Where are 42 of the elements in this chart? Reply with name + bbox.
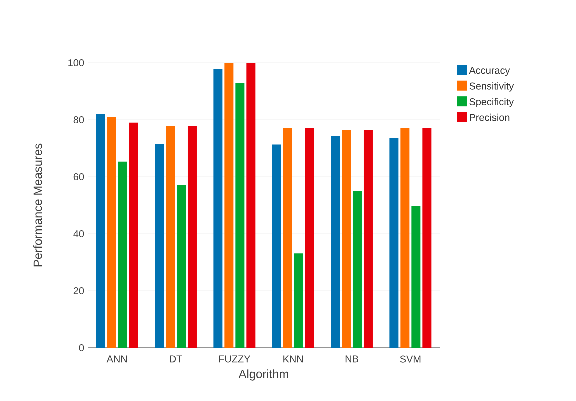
y-tick-label: 60 — [74, 173, 84, 181]
bar — [331, 136, 340, 348]
x-tick-label: FUZZY — [219, 356, 251, 363]
x-tick-label: NB — [346, 356, 358, 363]
y-tick-label: 100 — [68, 59, 84, 67]
bar — [294, 254, 304, 348]
bar — [422, 128, 432, 348]
bar — [246, 62, 256, 348]
bar — [412, 206, 421, 348]
x-tick-label: DT — [170, 356, 182, 363]
bar — [283, 128, 292, 348]
y-tick-label: 20 — [74, 287, 84, 295]
bar — [96, 114, 106, 348]
bar — [129, 122, 138, 348]
x-tick-label: KNN — [284, 356, 304, 363]
bar — [177, 186, 186, 348]
legend-label: Specificity — [470, 98, 514, 108]
x-tick-label: SVM — [400, 356, 421, 363]
x-axis-title: Algorithm — [238, 370, 288, 381]
x-tick-label: ANN — [106, 356, 128, 363]
bar — [166, 126, 176, 348]
bar — [364, 130, 373, 348]
legend-label: Accuracy — [469, 67, 510, 76]
bar — [236, 83, 245, 348]
y-tick-label: 80 — [74, 116, 84, 124]
bar — [214, 69, 223, 348]
legend-label: Sensitivity — [470, 82, 514, 92]
bar — [155, 144, 164, 348]
bar — [188, 126, 197, 348]
bar — [118, 162, 128, 348]
bar — [342, 130, 352, 348]
bar — [390, 138, 399, 348]
legend-label: Precision — [470, 114, 510, 122]
bar — [400, 128, 410, 348]
bar — [272, 144, 282, 348]
bar — [224, 62, 234, 348]
y-axis-title: Performance Measures — [33, 144, 42, 267]
bar — [107, 117, 116, 348]
bar — [352, 191, 362, 348]
bar — [305, 128, 314, 348]
y-tick-label: 0 — [79, 344, 84, 352]
y-tick-label: 40 — [74, 230, 84, 238]
